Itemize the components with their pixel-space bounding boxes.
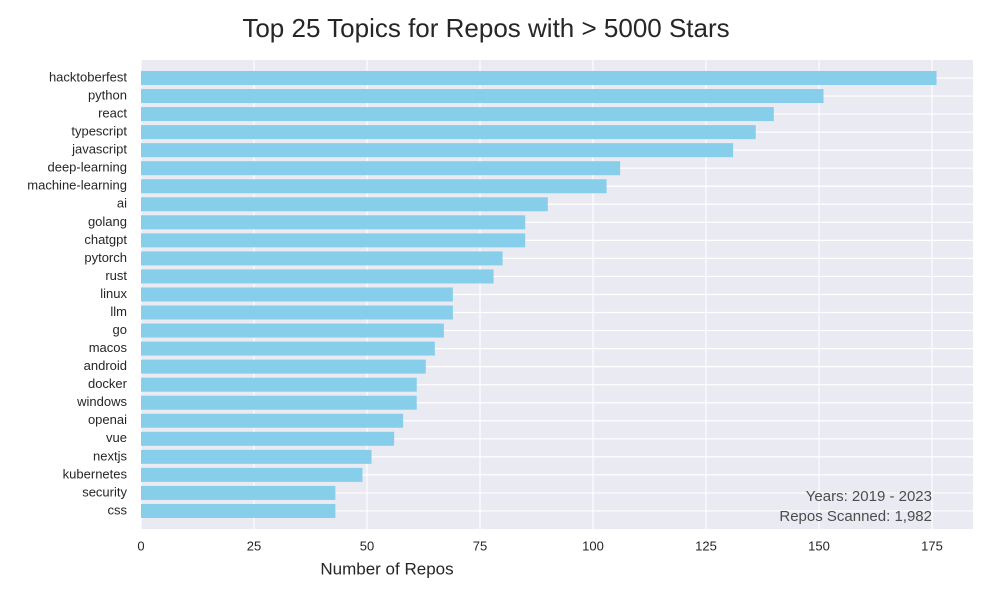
bar-rust (141, 269, 494, 284)
y-tick-label: windows (76, 394, 127, 409)
y-tick-label: react (98, 106, 127, 121)
y-tick-label: macos (89, 340, 128, 355)
y-tick-label: css (108, 502, 128, 517)
chart-title: Top 25 Topics for Repos with > 5000 Star… (242, 13, 729, 43)
bar-typescript (141, 125, 756, 140)
x-axis-label: Number of Repos (320, 559, 453, 578)
bar-security (141, 485, 336, 500)
bar-openai (141, 413, 404, 428)
bar-macos (141, 341, 435, 356)
y-tick-label: hacktoberfest (49, 69, 127, 84)
bar-golang (141, 215, 526, 230)
bar-react (141, 107, 774, 122)
y-tick-label: javascript (71, 142, 127, 157)
y-tick-label: openai (88, 412, 127, 427)
bar-llm (141, 305, 453, 320)
y-tick-label: docker (88, 376, 128, 391)
annotation-repos-scanned: Repos Scanned: 1,982 (779, 508, 932, 525)
bar-go (141, 323, 444, 338)
bar-python (141, 89, 824, 104)
y-tick-label: ai (117, 196, 127, 211)
y-tick-labels: hacktoberfest python react typescript javasc… (27, 69, 127, 517)
bar-linux (141, 287, 453, 302)
bar-docker (141, 377, 417, 392)
bar-windows (141, 395, 417, 410)
bar-javascript (141, 143, 734, 158)
bar-machine-learning (141, 179, 607, 194)
bar-pytorch (141, 251, 503, 266)
y-tick-label: machine-learning (27, 178, 127, 193)
x-tick-label: 0 (137, 538, 144, 553)
bar-ai (141, 197, 548, 212)
y-tick-label: go (113, 322, 127, 337)
y-tick-label: rust (105, 268, 127, 283)
bar-android (141, 359, 426, 374)
bar-chatgpt (141, 233, 526, 248)
annotation-years: Years: 2019 - 2023 (806, 488, 932, 505)
x-tick-labels: 0 25 50 75 100 125 150 175 (137, 538, 942, 553)
y-tick-label: deep-learning (47, 160, 127, 175)
bar-deep-learning (141, 161, 621, 176)
y-tick-label: vue (106, 430, 127, 445)
y-tick-label: security (82, 484, 127, 499)
bar-vue (141, 431, 395, 446)
y-tick-label: chatgpt (84, 232, 127, 247)
x-tick-label: 175 (921, 538, 943, 553)
x-tick-label: 125 (695, 538, 717, 553)
bar-nextjs (141, 449, 372, 464)
y-tick-label: nextjs (93, 448, 127, 463)
bars (141, 71, 937, 518)
y-tick-label: android (84, 358, 127, 373)
y-tick-label: llm (110, 304, 127, 319)
y-tick-label: typescript (71, 124, 127, 139)
y-tick-label: python (88, 87, 127, 102)
y-tick-label: linux (100, 286, 127, 301)
x-tick-label: 100 (582, 538, 604, 553)
y-tick-label: kubernetes (63, 466, 128, 481)
bar-hacktoberfest (141, 71, 937, 85)
y-tick-label: golang (88, 214, 127, 229)
x-tick-label: 150 (808, 538, 830, 553)
y-tick-label: pytorch (84, 250, 127, 265)
bar-kubernetes (141, 467, 363, 482)
x-tick-label: 25 (247, 538, 261, 553)
x-tick-label: 75 (473, 538, 487, 553)
x-tick-label: 50 (360, 538, 374, 553)
bar-css (141, 503, 336, 518)
